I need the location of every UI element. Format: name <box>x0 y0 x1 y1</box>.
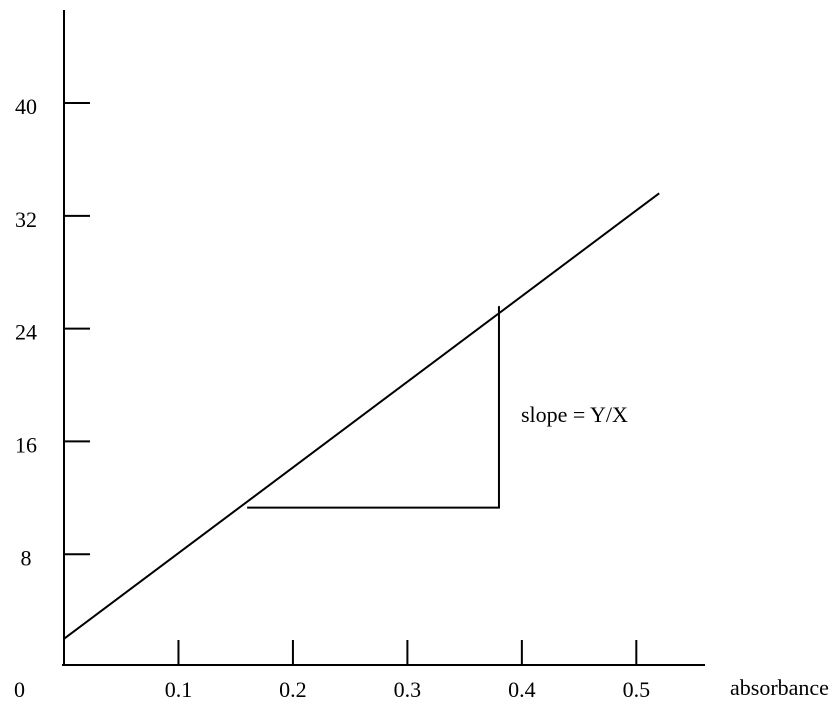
y-tick-label: 16 <box>15 432 37 457</box>
y-tick-label: 8 <box>21 545 32 570</box>
y-tick-label: 40 <box>15 94 37 119</box>
x-tick-label: 0.5 <box>623 677 651 702</box>
x-axis-label: absorbance <box>730 675 829 700</box>
y-tick-label: 24 <box>15 320 37 345</box>
x-tick-label: 0.2 <box>279 677 307 702</box>
x-tick-label: 0 <box>14 677 25 702</box>
slope-triangle <box>247 306 500 509</box>
annotation-text: slope = Y/X <box>521 402 628 427</box>
data-line <box>63 192 660 640</box>
x-tick-label: 0.3 <box>394 677 422 702</box>
x-tick-label: 0.1 <box>165 677 193 702</box>
y-tick-label: 32 <box>15 207 37 232</box>
x-tick-label: 0.4 <box>508 677 536 702</box>
